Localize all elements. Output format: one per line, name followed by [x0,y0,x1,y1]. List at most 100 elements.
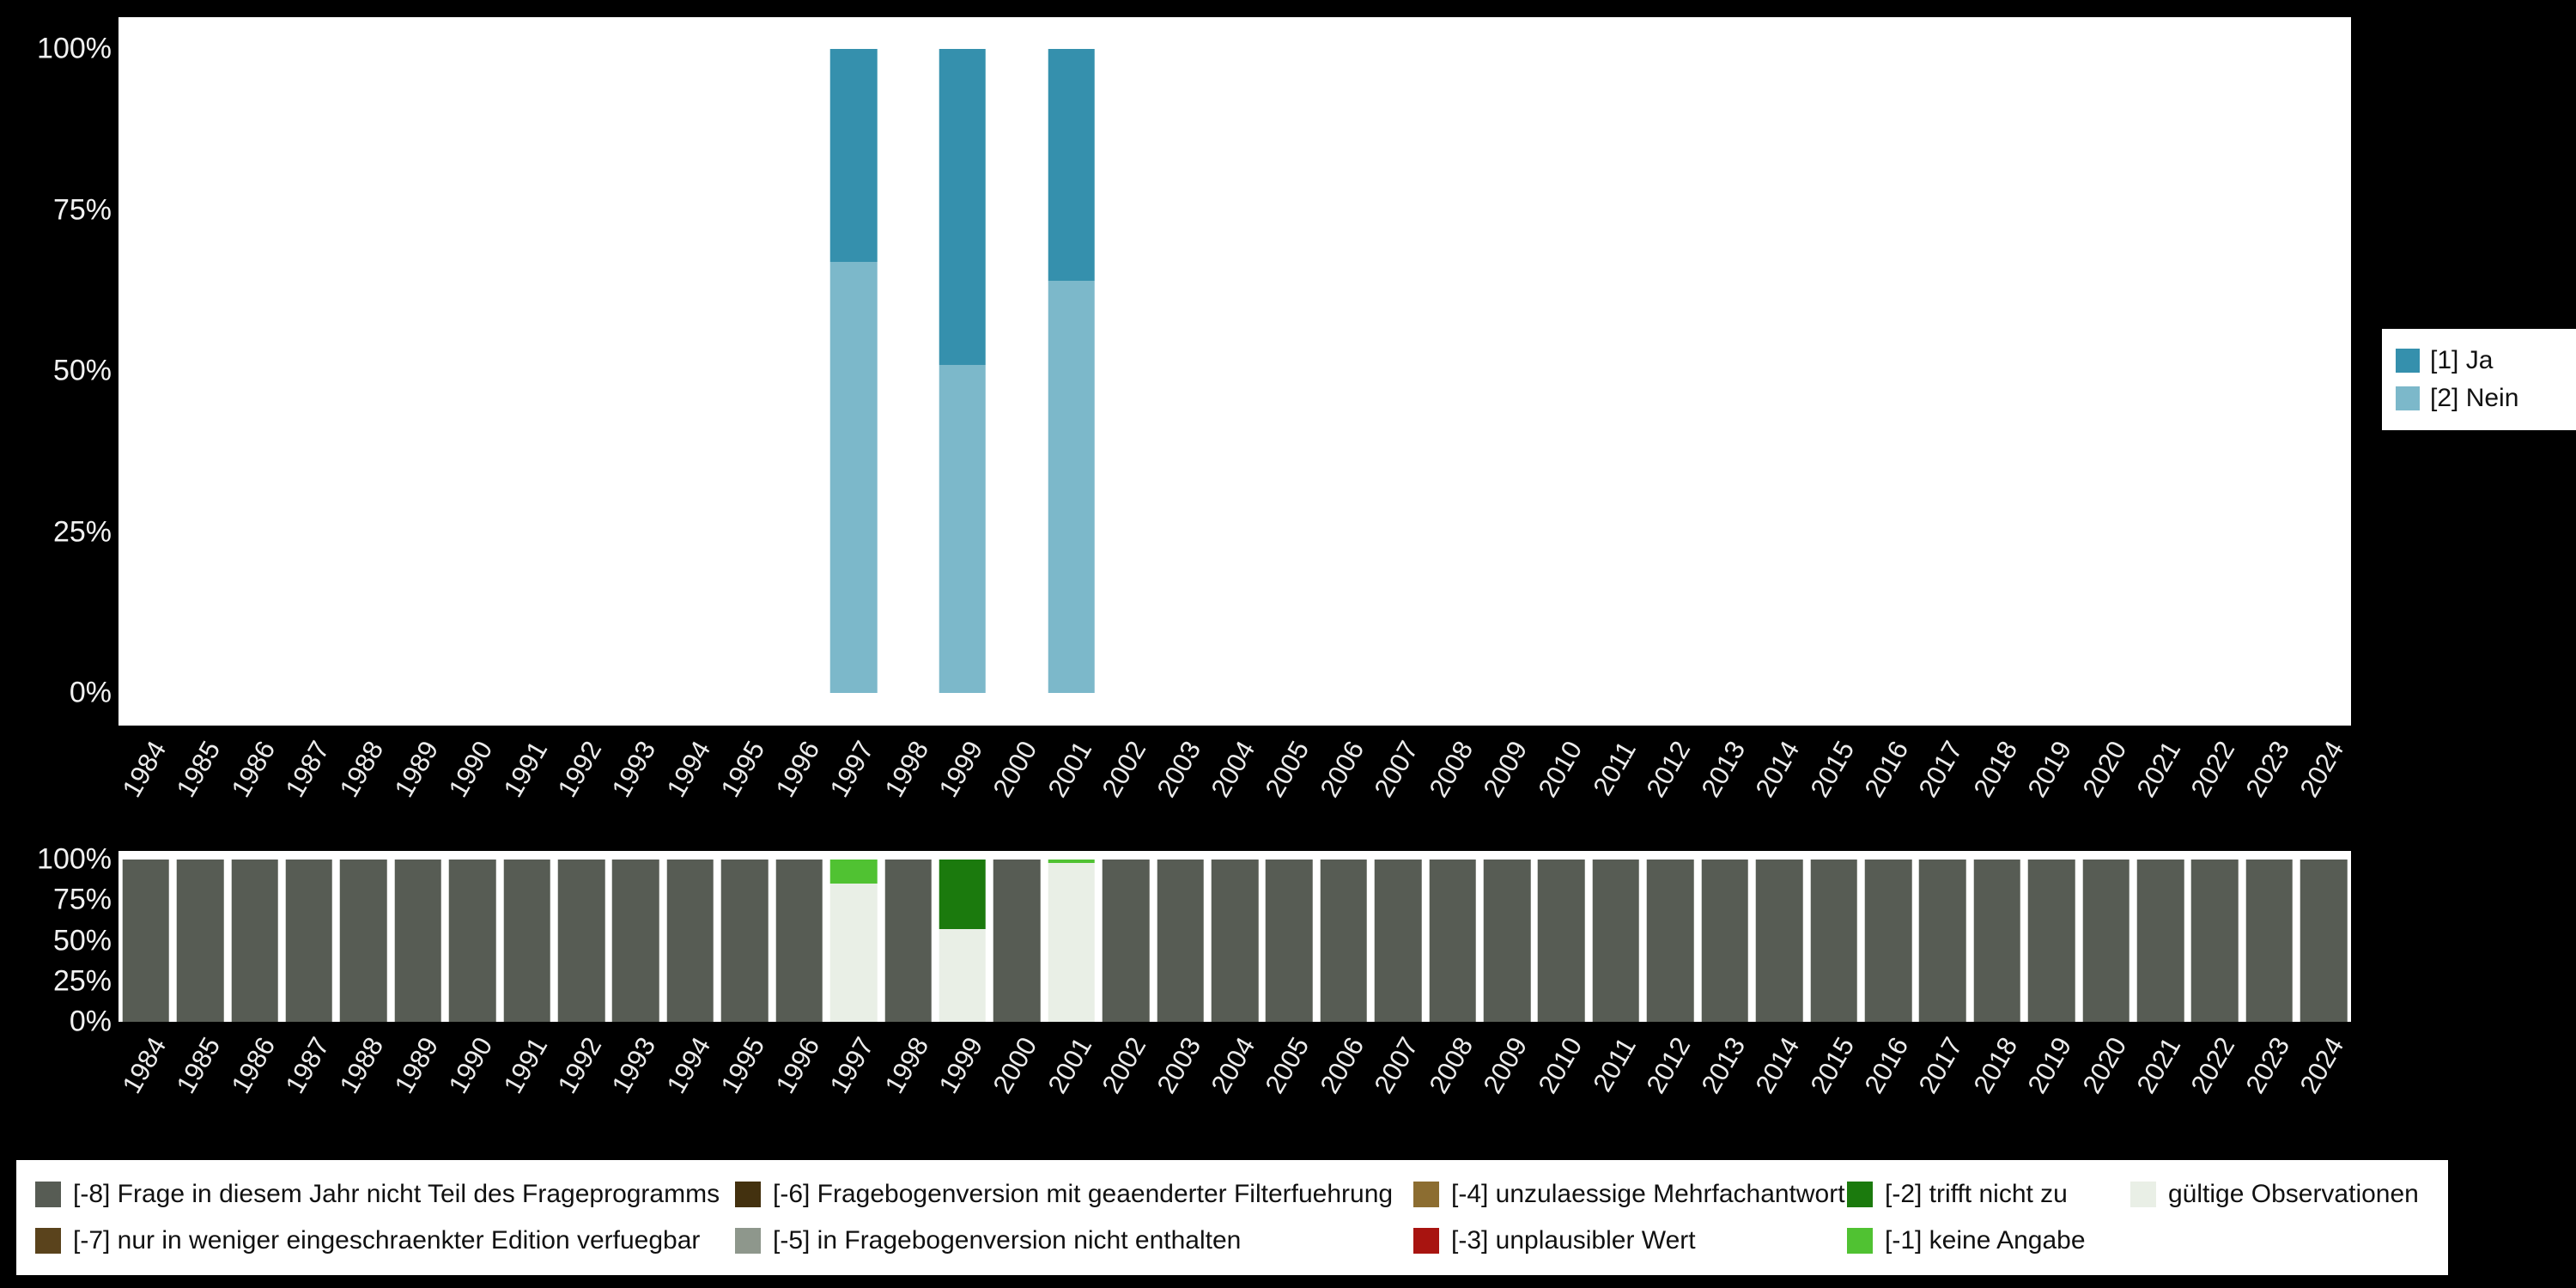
legend-item: [-2] trifft nicht zu [1847,1180,2130,1209]
x-axis-year-text: 2003 [1151,736,1206,803]
bar-segment [1538,860,1585,1022]
legend-color-swatch [2396,349,2420,373]
x-axis-year-text: 2015 [1804,736,1860,803]
x-axis-year-text: 2005 [1259,1032,1315,1099]
legend-color-swatch [35,1182,61,1207]
x-axis-year-text: 2020 [2076,736,2132,803]
x-axis-year-text: 2005 [1259,736,1315,803]
x-axis-year-text: 1988 [333,1032,390,1099]
x-axis-year-text: 1985 [170,1032,227,1099]
x-axis-year-text: 2014 [1749,1032,1806,1099]
x-axis-year-text: 1989 [388,736,445,803]
x-axis-year-text: 1993 [605,1032,662,1099]
y-axis-tick-label: 25% [52,964,112,998]
x-axis-year-text: 2003 [1151,1032,1206,1099]
bar-segment [2245,860,2293,1022]
x-axis-year-text: 2010 [1532,736,1588,803]
y-axis-tick-label: 50% [52,924,112,957]
y-axis-tick-label: 0% [69,676,112,709]
x-axis-year-text: 2011 [1587,1032,1643,1097]
x-axis-year-text: 2015 [1804,1032,1860,1099]
y-axis-tick-label: 75% [52,193,112,226]
missing-codes-legend: [-8] Frage in diesem Jahr nicht Teil des… [16,1160,2448,1275]
bar-segment [1374,860,1422,1022]
x-axis-year-text: 2006 [1314,1032,1370,1099]
bar-segment [884,860,932,1022]
legend-item: [-4] unzulaessige Mehrfachantwort [1413,1180,1847,1209]
bar-segment [2082,860,2129,1022]
x-axis-year-text: 1990 [442,1032,499,1099]
x-axis-year-text: 2021 [2130,1032,2187,1099]
x-axis-year-text: 1994 [660,1032,717,1099]
bar-segment [1157,860,1204,1022]
response-categories-legend: [1] Ja [2] Nein [2382,329,2576,430]
legend-label: [-8] Frage in diesem Jahr nicht Teil des… [73,1180,720,1208]
bar-segment [939,860,987,930]
x-axis-year-text: 2013 [1695,1032,1752,1099]
x-axis-year-text: 2004 [1205,1032,1261,1099]
bar-segment [1755,860,1803,1022]
legend-label: gültige Observationen [2168,1180,2419,1208]
bar-segment [2191,860,2239,1022]
bar-segment [1048,281,1096,693]
x-axis-year-text: 1991 [497,1032,553,1099]
legend-label: [2] Nein [2430,384,2519,412]
x-axis-year-text: 2004 [1205,736,1261,803]
bar-segment [1320,860,1368,1022]
x-axis-year-text: 1986 [225,1032,281,1099]
x-axis-year-text: 1993 [605,736,662,803]
legend-item: [-3] unplausibler Wert [1413,1226,1847,1255]
x-axis-year-text: 2012 [1640,1032,1697,1099]
x-axis-year-text: 2023 [2239,1032,2296,1099]
bar-segment [231,860,278,1022]
legend-color-swatch [2396,386,2420,410]
x-axis-year-text: 2006 [1314,736,1370,803]
x-axis-year-text: 1987 [279,1032,336,1099]
legend-color-swatch [1413,1228,1439,1254]
bar-segment [666,860,714,1022]
legend-color-swatch [2130,1182,2156,1207]
bar-segment [939,364,987,693]
legend-item: [-5] in Fragebogenversion nicht enthalte… [735,1226,1413,1255]
bar-segment [1048,49,1096,281]
bar-segment [721,860,769,1022]
bar-segment [1864,860,1912,1022]
x-axis-year-text: 2009 [1477,736,1534,803]
response-distribution-chart: 100% 75% 50% 25% 0% 1984 1985 1986 1987 1988 1989… [37,17,2351,802]
x-axis-year-text: 2021 [2130,736,2187,803]
x-axis-year-text: 1997 [823,736,880,803]
x-axis-year-text: 2001 [1042,1032,1098,1099]
legend-label: [-6] Fragebogenversion mit geaenderter F… [773,1180,1394,1208]
x-axis-year-text: 1984 [116,736,173,803]
bar-segment [176,860,224,1022]
x-axis-year-text: 2012 [1640,736,1697,803]
legend-item: [2] Nein [2396,384,2562,413]
x-axis-year-text: 2000 [987,1032,1043,1099]
x-axis-year-text: 1996 [769,736,825,803]
legend-label: [-4] unzulaessige Mehrfachantwort [1451,1180,1845,1208]
y-axis-tick-label: 25% [52,515,112,548]
bar-segment [829,49,878,262]
bar-segment [612,860,659,1022]
legend-color-swatch [35,1228,61,1254]
legend-color-swatch [1847,1228,1873,1254]
legend-label: [-2] trifft nicht zu [1885,1180,2068,1208]
x-axis-year-text: 2019 [2021,1032,2078,1099]
x-axis-year-text: 1986 [225,736,281,803]
bar-segment [394,860,442,1022]
bar-segment [340,860,387,1022]
legend-item: [-7] nur in weniger eingeschraenkter Edi… [35,1226,735,1255]
bar-segment [829,261,878,693]
bar-segment [1810,860,1857,1022]
x-axis-year-text: 2017 [1912,736,1969,803]
bar-segment [1102,860,1150,1022]
x-axis-year-text: 2011 [1587,736,1643,801]
x-axis-year-text: 1996 [769,1032,825,1099]
y-axis-tick-label: 50% [52,354,112,387]
x-axis-year-text: 1984 [116,1032,173,1099]
bar-segment [557,860,605,1022]
legend-color-swatch [735,1228,761,1254]
x-axis-year-text: 1992 [551,1032,608,1099]
x-axis-year-text: 2009 [1477,1032,1534,1099]
